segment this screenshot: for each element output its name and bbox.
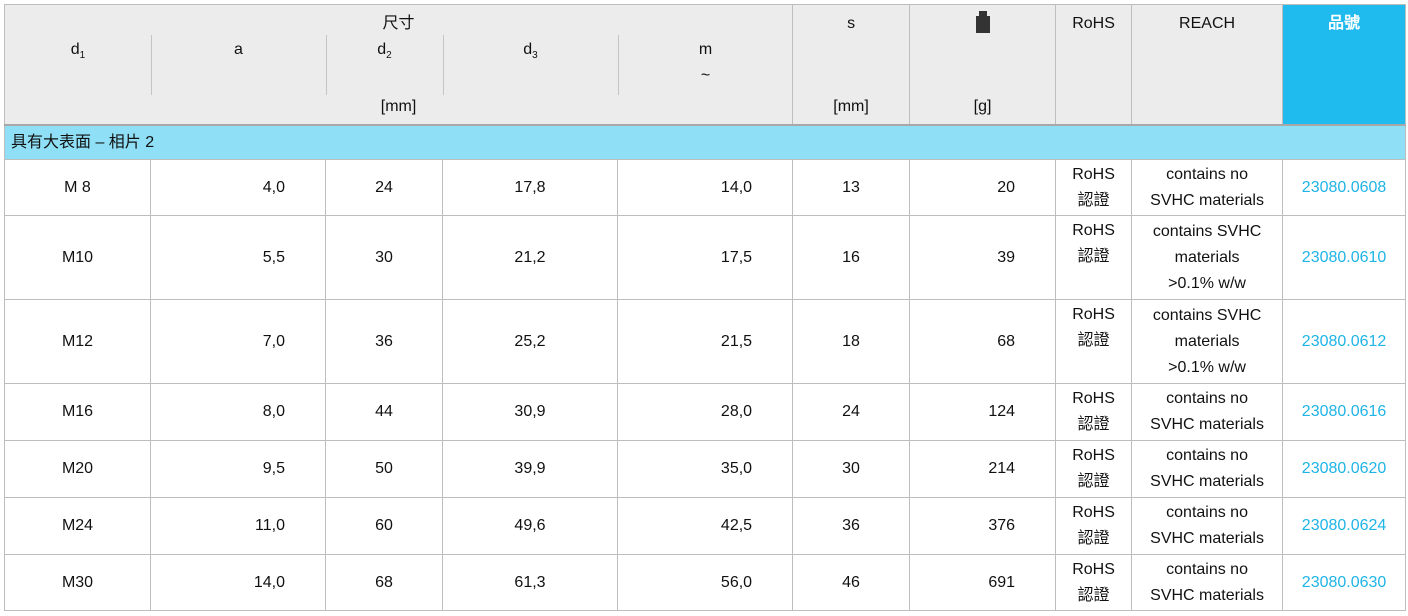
cell-d1: M12 (4, 299, 151, 384)
part-number-link[interactable]: 23080.0612 (1282, 299, 1407, 384)
cell-s: 46 (792, 554, 911, 611)
cell-s: 24 (792, 383, 911, 441)
cell-reach: contains no SVHC materials (1131, 554, 1284, 611)
cell-a: 11,0 (150, 497, 326, 555)
header-m: m ~ (698, 41, 713, 84)
part-number-link[interactable]: 23080.0624 (1282, 497, 1407, 555)
cell-d1: M 8 (4, 159, 151, 216)
cell-m: 35,0 (616, 440, 794, 498)
cell-s: 36 (792, 497, 911, 555)
cell-reach: contains SVHC materials >0.1% w/w (1131, 299, 1284, 384)
cell-reach: contains no SVHC materials (1131, 383, 1284, 441)
cell-d2: 44 (325, 383, 443, 441)
cell-a: 14,0 (150, 554, 326, 611)
header-d1: d1 (70, 41, 86, 62)
cell-d3: 30,9 (442, 383, 618, 441)
cell-g: 376 (909, 497, 1057, 555)
cell-g: 214 (909, 440, 1057, 498)
header-d2: d2 (377, 41, 392, 62)
header-part-no: 品號 (1282, 4, 1407, 126)
cell-m: 28,0 (616, 383, 794, 441)
cell-d2: 24 (325, 159, 443, 216)
cell-rohs: RoHS 認證 (1055, 159, 1133, 216)
cell-d1: M30 (4, 554, 151, 611)
part-number-link[interactable]: 23080.0608 (1282, 159, 1407, 216)
table-row: M20 9,5 50 39,9 35,0 30 214 RoHS 認證 contains no SV… (4, 440, 1407, 498)
part-number-link[interactable]: 23080.0610 (1282, 215, 1407, 300)
dimensions-label: 尺寸 (382, 15, 415, 32)
table-row: M16 8,0 44 30,9 28,0 24 124 RoHS 認證 contains no SV… (4, 383, 1407, 441)
cell-rohs: RoHS 認證 (1055, 383, 1133, 441)
cell-d3: 39,9 (442, 440, 618, 498)
cell-m: 56,0 (616, 554, 794, 611)
cell-d1: M20 (4, 440, 151, 498)
weight-icon (975, 11, 990, 37)
cell-a: 9,5 (150, 440, 326, 498)
header-row: 尺寸 d1 a d2 d3 m ~ [mm] s [mm] [g] RoHS REA… (3, 4, 1407, 126)
part-number-link[interactable]: 23080.0630 (1282, 554, 1407, 611)
cell-g: 124 (909, 383, 1057, 441)
cell-g: 691 (909, 554, 1057, 611)
cell-d2: 60 (325, 497, 443, 555)
cell-s: 18 (792, 299, 911, 384)
cell-g: 68 (909, 299, 1057, 384)
cell-d2: 36 (325, 299, 443, 384)
header-rohs: RoHS (1055, 4, 1133, 126)
cell-g: 39 (909, 215, 1057, 300)
cell-d3: 21,2 (442, 215, 618, 300)
cell-m: 17,5 (616, 215, 794, 300)
cell-s: 30 (792, 440, 911, 498)
table-row: M 8 4,0 24 17,8 14,0 13 20 RoHS 認證 contains no SVH… (4, 159, 1407, 216)
cell-d3: 17,8 (442, 159, 618, 216)
cell-d3: 49,6 (442, 497, 618, 555)
part-number-link[interactable]: 23080.0620 (1282, 440, 1407, 498)
product-table: 尺寸 d1 a d2 d3 m ~ [mm] s [mm] [g] RoHS REA… (3, 4, 1407, 611)
cell-a: 5,5 (150, 215, 326, 300)
header-weight: [g] (909, 4, 1057, 126)
table-row: M24 11,0 60 49,6 42,5 36 376 RoHS 認證 contains no S… (4, 497, 1407, 555)
dimensions-header: 尺寸 d1 a d2 d3 m ~ [mm] (3, 4, 794, 126)
cell-d2: 30 (325, 215, 443, 300)
cell-a: 8,0 (150, 383, 326, 441)
cell-reach: contains no SVHC materials (1131, 497, 1284, 555)
table-row: M10 5,5 30 21,2 17,5 16 39 RoHS 認證 contains SVHC m… (4, 215, 1407, 300)
cell-rohs: RoHS 認證 (1055, 299, 1133, 384)
group-row: 具有大表面 – 相片 2 (3, 124, 1407, 160)
cell-d2: 68 (325, 554, 443, 611)
part-number-link[interactable]: 23080.0616 (1282, 383, 1407, 441)
header-reach: REACH (1131, 4, 1284, 126)
header-d3: d3 (523, 41, 538, 62)
cell-m: 14,0 (616, 159, 794, 216)
cell-rohs: RoHS 認證 (1055, 440, 1133, 498)
dimensions-unit: [mm] (380, 98, 417, 115)
cell-rohs: RoHS 認證 (1055, 497, 1133, 555)
table-row: M12 7,0 36 25,2 21,5 18 68 RoHS 認證 contains SVHC m… (4, 299, 1407, 384)
cell-d1: M24 (4, 497, 151, 555)
cell-d2: 50 (325, 440, 443, 498)
group-label: 具有大表面 – 相片 2 (3, 124, 1407, 160)
cell-a: 7,0 (150, 299, 326, 384)
cell-reach: contains no SVHC materials (1131, 159, 1284, 216)
cell-d1: M10 (4, 215, 151, 300)
cell-g: 20 (909, 159, 1057, 216)
cell-reach: contains SVHC materials >0.1% w/w (1131, 215, 1284, 300)
cell-rohs: RoHS 認證 (1055, 554, 1133, 611)
cell-m: 42,5 (616, 497, 794, 555)
cell-d3: 61,3 (442, 554, 618, 611)
header-a: a (234, 41, 243, 58)
cell-rohs: RoHS 認證 (1055, 215, 1133, 300)
cell-d3: 25,2 (442, 299, 618, 384)
cell-m: 21,5 (616, 299, 794, 384)
cell-s: 13 (792, 159, 911, 216)
header-s: s [mm] (792, 4, 911, 126)
cell-s: 16 (792, 215, 911, 300)
table-row: M30 14,0 68 61,3 56,0 46 691 RoHS 認證 contains no S… (4, 554, 1407, 611)
cell-reach: contains no SVHC materials (1131, 440, 1284, 498)
cell-d1: M16 (4, 383, 151, 441)
cell-a: 4,0 (150, 159, 326, 216)
